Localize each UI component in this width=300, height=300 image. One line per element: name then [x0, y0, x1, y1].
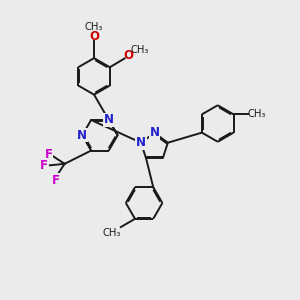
- Text: F: F: [39, 159, 47, 172]
- Text: CH₃: CH₃: [131, 45, 149, 55]
- Text: N: N: [77, 129, 87, 142]
- Text: CH₃: CH₃: [103, 228, 121, 238]
- Text: O: O: [124, 49, 134, 62]
- Text: CH₃: CH₃: [85, 22, 103, 32]
- Text: N: N: [136, 136, 146, 149]
- Text: N: N: [149, 126, 159, 140]
- Text: F: F: [44, 148, 52, 161]
- Text: F: F: [52, 173, 60, 187]
- Text: O: O: [89, 30, 99, 44]
- Text: N: N: [104, 113, 114, 127]
- Text: CH₃: CH₃: [247, 110, 266, 119]
